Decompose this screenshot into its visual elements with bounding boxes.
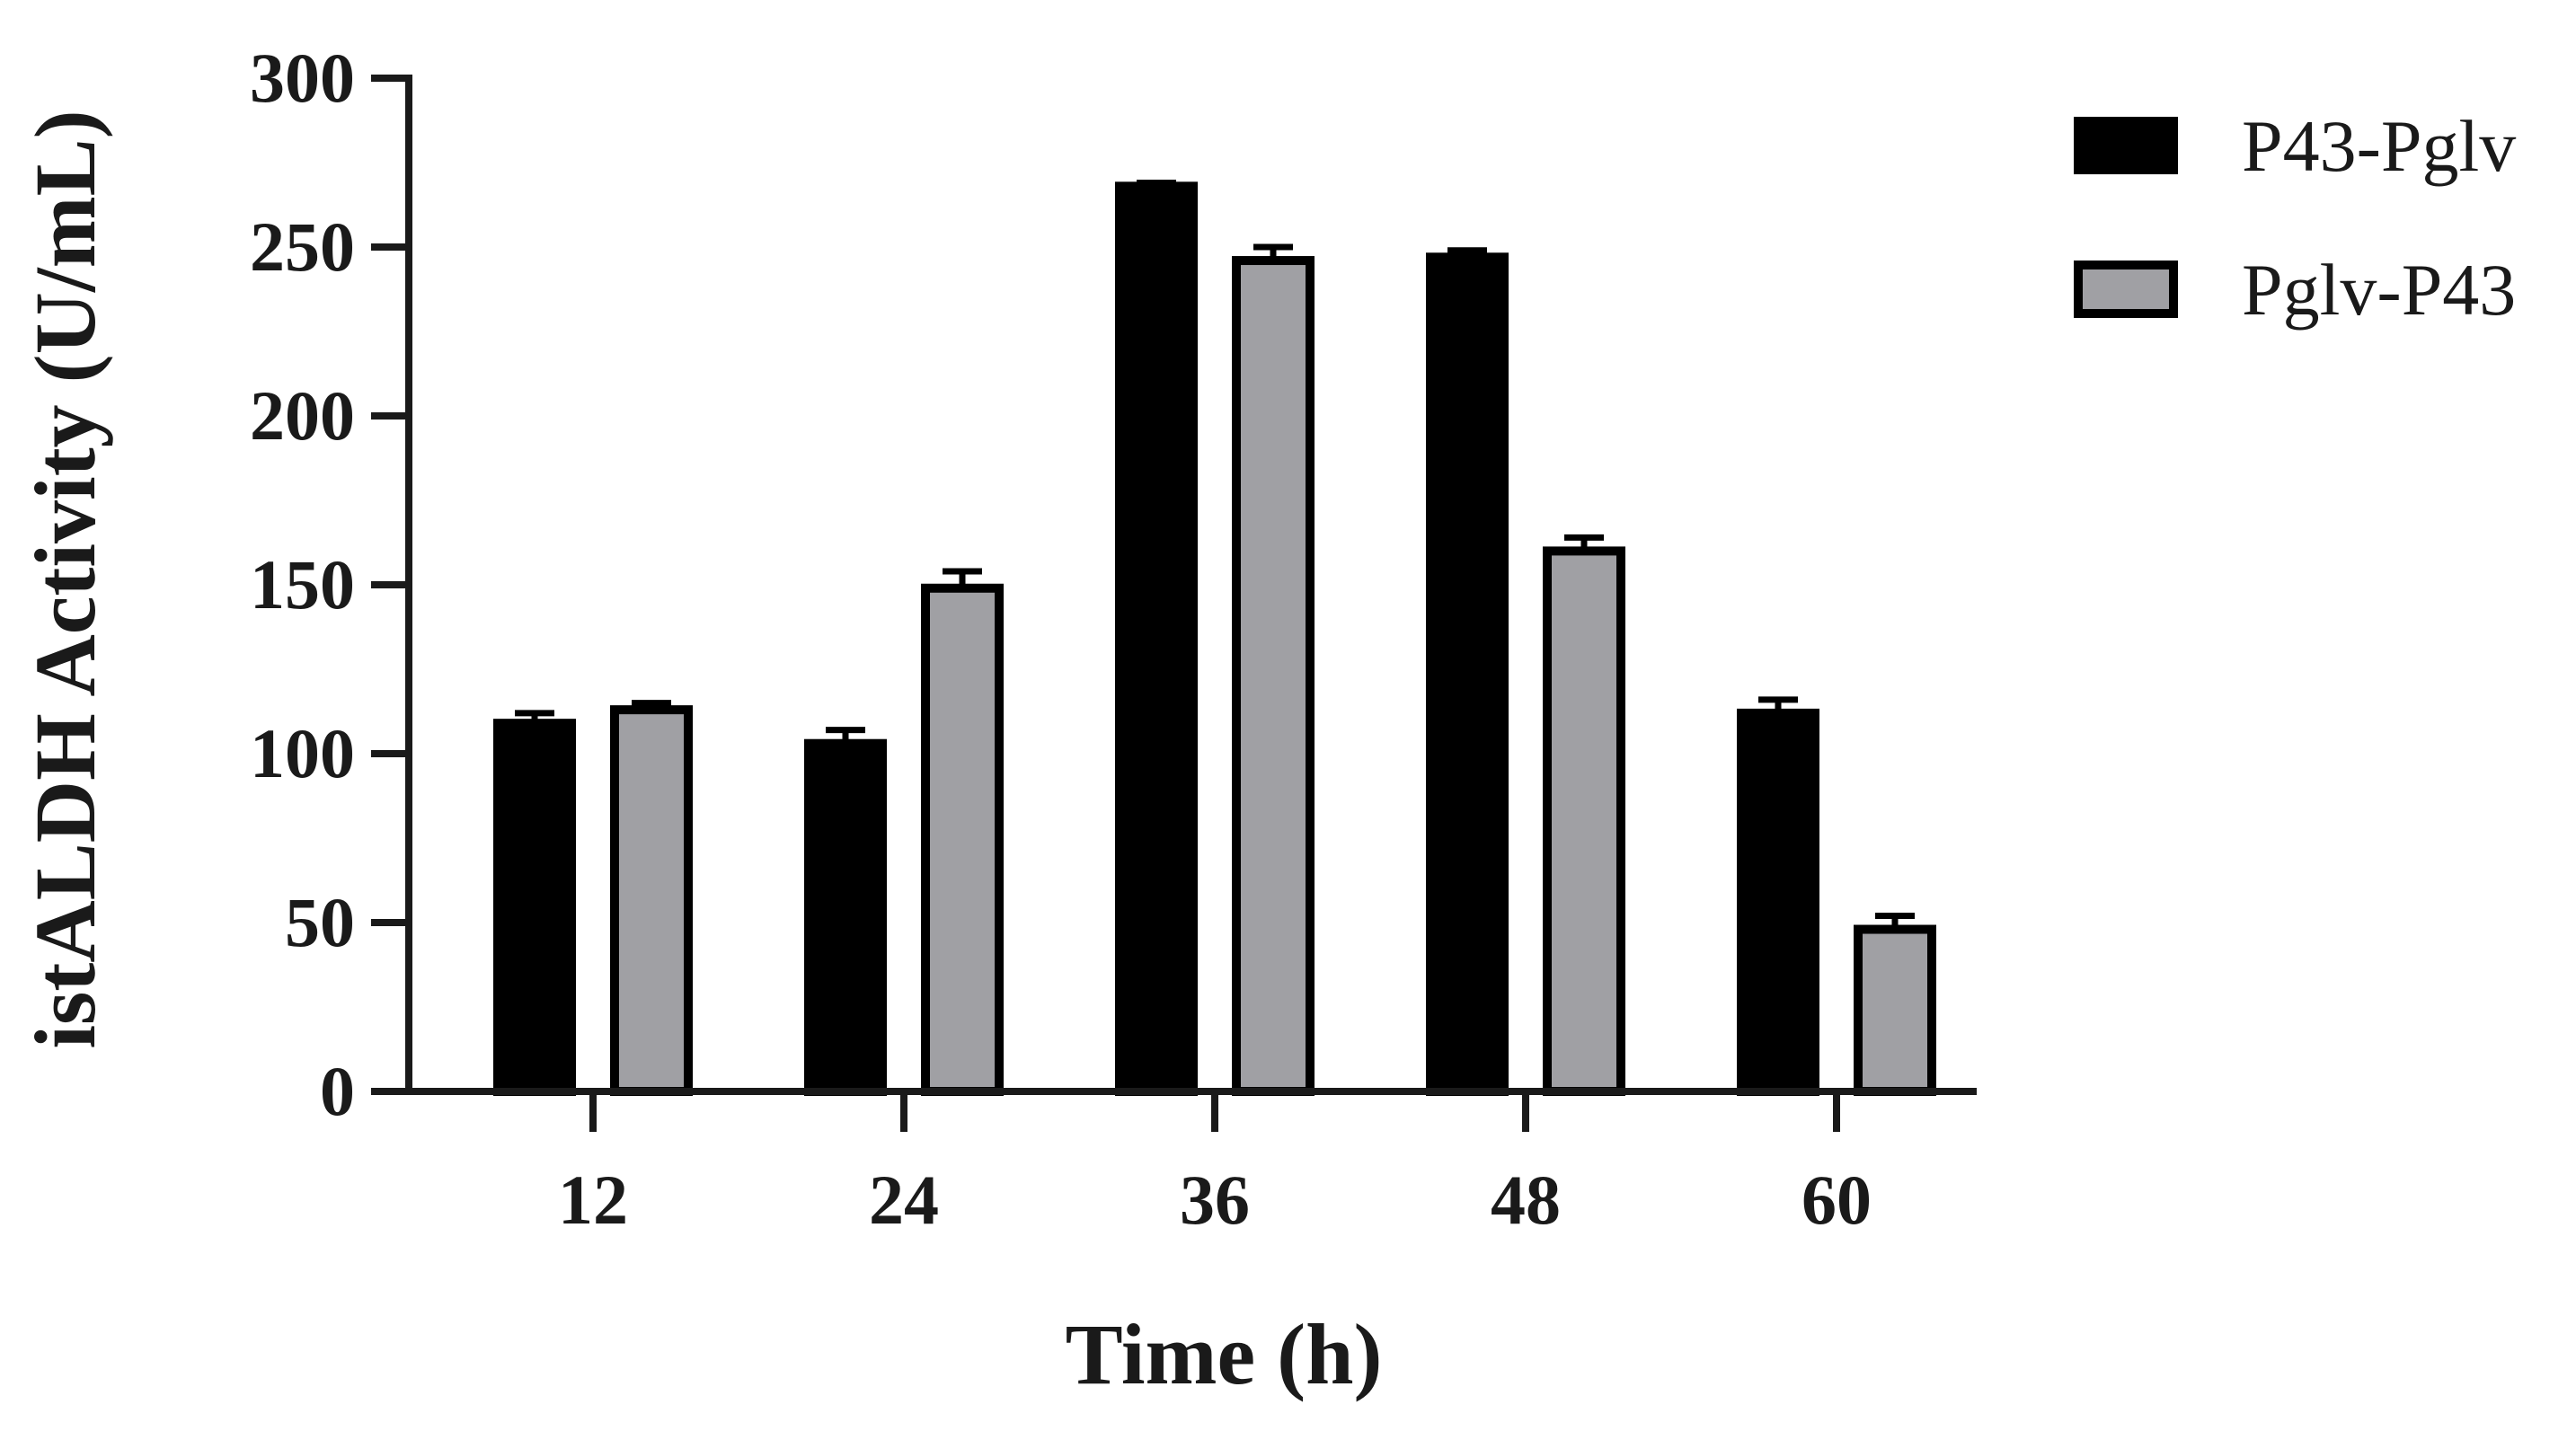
- legend-label-pglv-p43: Pglv-P43: [2242, 249, 2516, 331]
- y-tick-label: 300: [250, 39, 355, 117]
- legend-swatch-p43-pglv: [2074, 117, 2178, 174]
- x-tick-label: 48: [1491, 1161, 1561, 1239]
- x-ticks: 12 24 36 48 60: [558, 1091, 1872, 1239]
- y-tick-label: 50: [285, 883, 355, 961]
- bar-pglv-p43-24: [921, 583, 1004, 1096]
- bar-pglv-p43-36: [1232, 256, 1315, 1097]
- legend-label-p43-pglv: P43-Pglv: [2242, 105, 2516, 187]
- bar-p43-pglv-36: [1115, 181, 1198, 1096]
- bar-pglv-p43-12: [610, 705, 693, 1096]
- legend: P43-Pglv Pglv-P43: [2074, 105, 2516, 331]
- x-axis-title: Time (h): [1066, 1306, 1383, 1402]
- y-tick-label: 0: [320, 1052, 355, 1130]
- x-tick-label: 60: [1801, 1161, 1872, 1239]
- error-bars-layer: [515, 180, 1915, 930]
- bar-pglv-p43-60: [1854, 924, 1936, 1097]
- y-tick-label: 150: [250, 545, 355, 623]
- bar-p43-pglv-24: [804, 738, 887, 1096]
- legend-swatch-pglv-p43: [2074, 261, 2178, 318]
- bar-p43-pglv-12: [493, 719, 576, 1096]
- x-tick-label: 36: [1180, 1161, 1250, 1239]
- bar-pglv-p43-48: [1543, 546, 1625, 1096]
- bars-layer: [493, 181, 1936, 1097]
- bar-p43-pglv-60: [1737, 708, 1819, 1096]
- y-ticks: 0 50 100 150 200 250 300: [250, 39, 409, 1130]
- bar-p43-pglv-48: [1426, 252, 1509, 1096]
- y-axis-title: istALDH Activity (U/mL): [17, 110, 113, 1048]
- x-tick-label: 24: [869, 1161, 939, 1239]
- y-tick-label: 100: [250, 714, 355, 792]
- x-tick-label: 12: [558, 1161, 628, 1239]
- y-tick-label: 250: [250, 208, 355, 286]
- y-tick-label: 200: [250, 376, 355, 455]
